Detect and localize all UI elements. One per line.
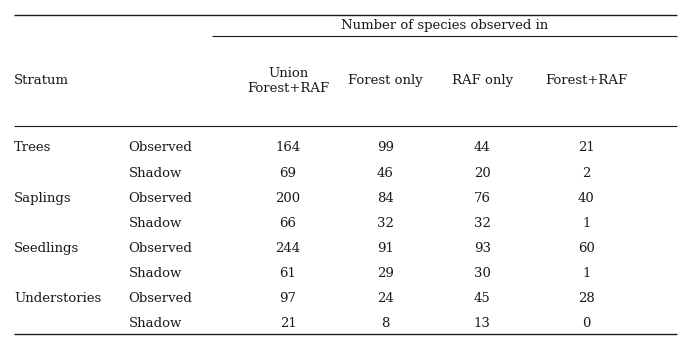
Text: Observed: Observed	[128, 242, 192, 255]
Text: 44: 44	[474, 141, 491, 154]
Text: 60: 60	[578, 242, 595, 255]
Text: Forest only: Forest only	[348, 74, 423, 87]
Text: Number of species observed in: Number of species observed in	[341, 19, 548, 32]
Text: 29: 29	[377, 267, 393, 280]
Text: 28: 28	[578, 292, 595, 305]
Text: Observed: Observed	[128, 141, 192, 154]
Text: 32: 32	[474, 217, 491, 230]
Text: Saplings: Saplings	[14, 192, 71, 205]
Text: Stratum: Stratum	[14, 74, 69, 87]
Text: 46: 46	[377, 166, 393, 180]
Text: 2: 2	[582, 166, 591, 180]
Text: Union
Forest+RAF: Union Forest+RAF	[247, 67, 329, 95]
Text: 61: 61	[280, 267, 296, 280]
Text: Understories: Understories	[14, 292, 101, 305]
Text: 76: 76	[474, 192, 491, 205]
Text: 20: 20	[474, 166, 491, 180]
Text: Observed: Observed	[128, 192, 192, 205]
Text: 45: 45	[474, 292, 491, 305]
Text: 200: 200	[276, 192, 301, 205]
Text: 69: 69	[280, 166, 296, 180]
Text: Shadow: Shadow	[128, 217, 182, 230]
Text: 99: 99	[377, 141, 393, 154]
Text: Shadow: Shadow	[128, 317, 182, 330]
Text: 32: 32	[377, 217, 393, 230]
Text: RAF only: RAF only	[452, 74, 513, 87]
Text: 30: 30	[474, 267, 491, 280]
Text: 97: 97	[280, 292, 296, 305]
Text: 0: 0	[582, 317, 591, 330]
Text: 21: 21	[578, 141, 595, 154]
Text: Seedlings: Seedlings	[14, 242, 79, 255]
Text: Shadow: Shadow	[128, 166, 182, 180]
Text: 13: 13	[474, 317, 491, 330]
Text: 164: 164	[276, 141, 301, 154]
Text: 1: 1	[582, 267, 591, 280]
Text: Trees: Trees	[14, 141, 51, 154]
Text: Shadow: Shadow	[128, 267, 182, 280]
Text: 1: 1	[582, 217, 591, 230]
Text: 93: 93	[474, 242, 491, 255]
Text: 244: 244	[276, 242, 301, 255]
Text: 66: 66	[280, 217, 296, 230]
Text: Observed: Observed	[128, 292, 192, 305]
Text: 91: 91	[377, 242, 393, 255]
Text: Forest+RAF: Forest+RAF	[545, 74, 627, 87]
Text: 84: 84	[377, 192, 393, 205]
Text: 40: 40	[578, 192, 595, 205]
Text: 21: 21	[280, 317, 296, 330]
Text: 8: 8	[381, 317, 389, 330]
Text: 24: 24	[377, 292, 393, 305]
